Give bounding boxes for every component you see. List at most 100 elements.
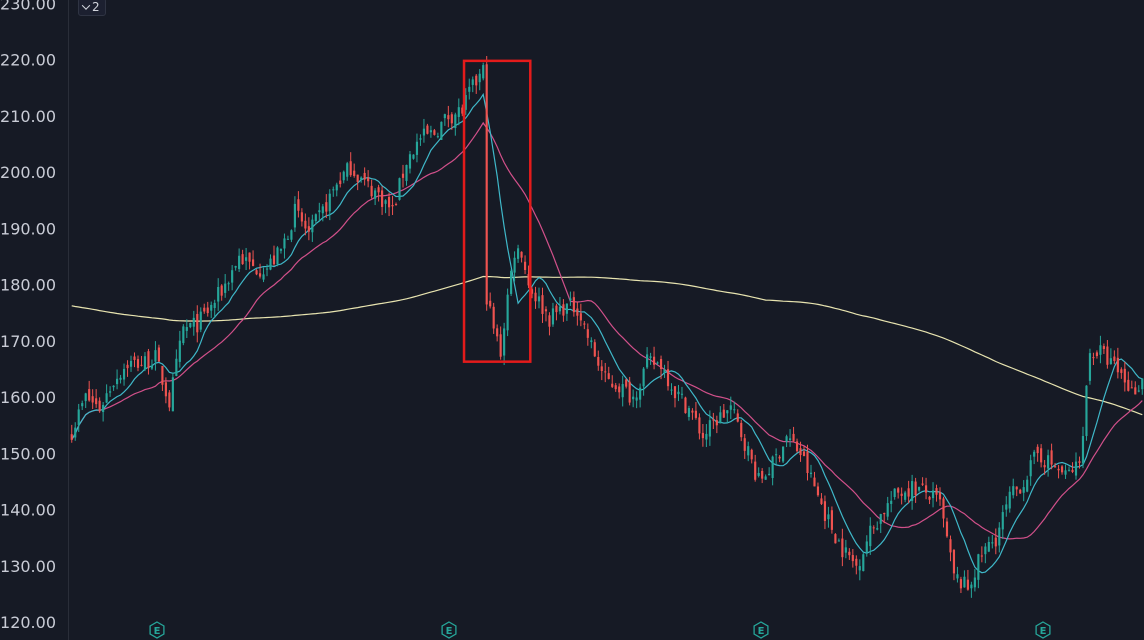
candle-body: [663, 369, 666, 373]
candle: [785, 434, 788, 448]
candle-body: [346, 163, 349, 177]
candle: [95, 389, 98, 408]
candle-body: [1127, 379, 1130, 391]
candle: [405, 164, 408, 186]
candle: [381, 186, 384, 215]
candle: [1088, 348, 1092, 385]
candle: [276, 246, 279, 267]
earnings-marker[interactable]: E: [149, 621, 165, 639]
candle: [129, 355, 133, 372]
candle-body: [374, 190, 377, 199]
candle: [684, 396, 687, 414]
candle: [1057, 464, 1060, 479]
earnings-marker[interactable]: E: [1035, 621, 1051, 639]
candle-body: [1081, 436, 1085, 464]
candle: [851, 549, 854, 568]
candle-body: [178, 340, 181, 362]
candle-body: [283, 238, 286, 249]
ma-mid-line: [71, 121, 1143, 540]
candle-body: [935, 488, 938, 495]
candle: [360, 176, 363, 183]
candle-body: [851, 555, 854, 562]
candle-body: [649, 356, 652, 358]
candle-body: [122, 368, 126, 380]
candle-body: [126, 364, 129, 369]
candle: [761, 468, 764, 484]
candle: [897, 486, 900, 499]
candle-body: [269, 258, 272, 270]
candle-body: [255, 270, 258, 275]
candle-body: [551, 308, 555, 325]
candle: [628, 376, 631, 406]
candle: [952, 548, 956, 581]
candle-body: [171, 377, 174, 412]
candle: [597, 350, 600, 371]
candle-body: [1088, 353, 1092, 381]
candle-body: [607, 373, 610, 379]
candle-body: [788, 438, 792, 441]
earnings-marker[interactable]: E: [753, 621, 769, 639]
candle: [506, 288, 509, 337]
candle-body: [206, 307, 209, 314]
candle: [799, 441, 802, 462]
candle-body: [879, 514, 882, 524]
candle-body: [949, 539, 952, 553]
candle-body: [795, 441, 799, 452]
y-tick-label: 130.00: [0, 557, 56, 576]
candle-body: [234, 266, 237, 268]
candle: [1001, 505, 1004, 539]
candle: [126, 360, 129, 377]
earnings-marker[interactable]: E: [441, 621, 457, 639]
candle: [77, 403, 80, 432]
candle-body: [95, 398, 98, 405]
candle-body: [918, 486, 921, 491]
candle: [816, 482, 820, 497]
candle: [977, 553, 980, 589]
candle-body: [527, 274, 530, 286]
candle-body: [701, 432, 704, 439]
candle-body: [286, 238, 290, 240]
candle: [904, 490, 907, 503]
candle: [457, 98, 460, 126]
candle-body: [984, 546, 987, 555]
candle-body: [168, 392, 171, 408]
candle: [74, 422, 77, 441]
candle: [973, 569, 976, 592]
candle: [346, 161, 349, 181]
candle: [147, 348, 150, 375]
candle-body: [258, 273, 262, 277]
candles: [70, 56, 1144, 598]
candle: [478, 69, 481, 91]
candle: [527, 265, 530, 289]
candle-body: [677, 391, 680, 395]
candle-body: [391, 205, 394, 207]
candle-body: [938, 492, 942, 500]
candle: [189, 322, 192, 329]
candle: [837, 538, 840, 542]
y-tick-label: 230.00: [0, 0, 56, 14]
candle: [586, 323, 589, 346]
candle-body: [642, 368, 645, 387]
candle-body: [353, 170, 356, 176]
candle-body: [1033, 451, 1036, 457]
candle-body: [339, 180, 342, 185]
candle-body: [1005, 504, 1008, 510]
candle-body: [862, 554, 865, 572]
candle: [398, 177, 401, 201]
candle-body: [91, 396, 94, 403]
candle: [757, 467, 760, 478]
candle-body: [81, 403, 84, 407]
candle-body: [565, 303, 568, 314]
earnings-marker-icon: [441, 621, 457, 639]
candle: [440, 121, 443, 140]
candle-body: [325, 202, 328, 212]
candle: [415, 133, 419, 163]
candle: [171, 372, 174, 412]
candle: [1120, 367, 1123, 379]
collapse-button[interactable]: 2: [78, 0, 106, 16]
candle-body: [813, 477, 816, 487]
candle: [1043, 459, 1046, 475]
candle: [1036, 444, 1039, 462]
